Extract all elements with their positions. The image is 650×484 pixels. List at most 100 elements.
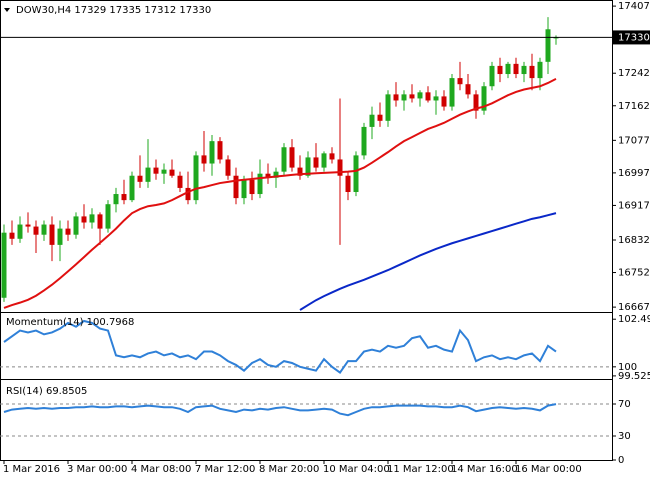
candle-body xyxy=(505,63,511,75)
candle-body xyxy=(401,94,407,101)
candle-body xyxy=(393,94,399,101)
x-tick-label: 14 Mar 16:00 xyxy=(451,464,518,475)
last-price-box xyxy=(612,30,650,45)
indicator-line xyxy=(299,212,557,311)
candle-body xyxy=(385,94,391,121)
candle-body xyxy=(169,169,175,176)
candle-body xyxy=(409,94,415,99)
candle-body xyxy=(481,86,487,111)
indicator-line xyxy=(3,319,557,374)
candle-body xyxy=(73,216,79,235)
candle-body xyxy=(305,157,311,176)
candle-body xyxy=(241,179,247,199)
x-tick-label: 1 Mar 2016 xyxy=(3,464,60,475)
candle-body xyxy=(353,155,359,192)
candle-body xyxy=(9,232,15,239)
candle-body xyxy=(57,228,63,245)
candle-body xyxy=(97,214,103,229)
candle-body xyxy=(425,92,431,101)
y-tick-label: 17077 xyxy=(618,135,650,146)
candle-body xyxy=(225,159,231,176)
candle-body xyxy=(89,214,95,223)
candle-body xyxy=(329,153,335,160)
candle-body xyxy=(545,29,551,62)
y-tick-label: 17162 xyxy=(618,101,650,112)
candle-body xyxy=(529,65,535,79)
panel-title: Momentum(14) 100.7968 xyxy=(6,317,134,328)
candle-body xyxy=(105,204,111,229)
candle-body xyxy=(417,92,423,99)
candle-body xyxy=(497,65,503,75)
candle-body xyxy=(1,232,7,298)
x-tick-label: 8 Mar 20:00 xyxy=(259,464,319,475)
x-tick-label: 16 Mar 00:00 xyxy=(515,464,582,475)
candle-body xyxy=(81,216,87,223)
candle-body xyxy=(233,175,239,199)
x-tick-label: 4 Mar 08:00 xyxy=(131,464,191,475)
collapse-icon xyxy=(4,8,10,12)
y-tick-label: 16917 xyxy=(618,200,650,211)
candle-body xyxy=(185,187,191,201)
candle-body xyxy=(537,61,543,79)
candle-body xyxy=(249,179,255,195)
candle-body xyxy=(217,141,223,160)
candle-body xyxy=(113,194,119,205)
candle-body xyxy=(209,141,215,164)
y-tick-label: 99.5253 xyxy=(618,371,650,382)
candle-body xyxy=(265,173,271,178)
candle-body xyxy=(193,155,199,201)
candle-body xyxy=(465,84,471,95)
candle-body xyxy=(361,126,367,156)
x-tick-label: 10 Mar 04:00 xyxy=(323,464,390,475)
candle-body xyxy=(449,78,455,107)
x-tick-label: 11 Mar 12:00 xyxy=(387,464,454,475)
candle-body xyxy=(177,175,183,188)
candle-body xyxy=(129,175,135,201)
y-tick-label: 30 xyxy=(618,431,631,442)
y-tick-label: 16997 xyxy=(618,168,650,179)
indicator-line xyxy=(3,403,557,417)
x-tick-label: 7 Mar 12:00 xyxy=(195,464,255,475)
panel-title: RSI(14) 69.8505 xyxy=(6,386,87,397)
y-tick-label: 17242 xyxy=(618,68,650,79)
x-tick-label: 3 Mar 00:00 xyxy=(67,464,127,475)
candle-body xyxy=(289,147,295,168)
candle-body xyxy=(489,65,495,87)
y-tick-label: 16752 xyxy=(618,268,650,279)
candle-body xyxy=(345,175,351,192)
candle-body xyxy=(337,159,343,176)
candle-body xyxy=(65,228,71,235)
candle-body xyxy=(273,171,279,178)
candle-body xyxy=(257,173,263,195)
frame xyxy=(0,0,613,461)
y-tick-label: 16667 xyxy=(618,302,650,313)
candle-body xyxy=(49,224,55,245)
y-tick-label: 100 xyxy=(618,362,637,373)
y-tick-label: 17407 xyxy=(618,1,650,12)
candle-body xyxy=(433,96,439,101)
candle-body xyxy=(457,78,463,85)
candle-body xyxy=(153,167,159,174)
candle-body xyxy=(17,224,23,239)
indicator-line xyxy=(3,78,557,309)
candle-body xyxy=(145,167,151,182)
candle-body xyxy=(377,114,383,121)
candle-body xyxy=(441,96,447,107)
candle-body xyxy=(281,147,287,172)
y-tick-label: 102.4932 xyxy=(618,314,650,325)
candle-body xyxy=(33,226,39,235)
last-price-label: 17330 xyxy=(618,32,650,43)
candle-body xyxy=(473,94,479,111)
candle-body xyxy=(521,65,527,75)
candle-body xyxy=(321,153,327,168)
candle-body xyxy=(297,167,303,176)
candle-body xyxy=(513,63,519,75)
candle-body xyxy=(161,169,167,174)
candle-body xyxy=(121,194,127,201)
panel-title: DOW30,H4 17329 17335 17312 17330 xyxy=(16,5,211,16)
candle-body xyxy=(137,175,143,182)
candle-body xyxy=(41,224,47,235)
candle-body xyxy=(201,155,207,164)
y-tick-label: 70 xyxy=(618,399,631,410)
